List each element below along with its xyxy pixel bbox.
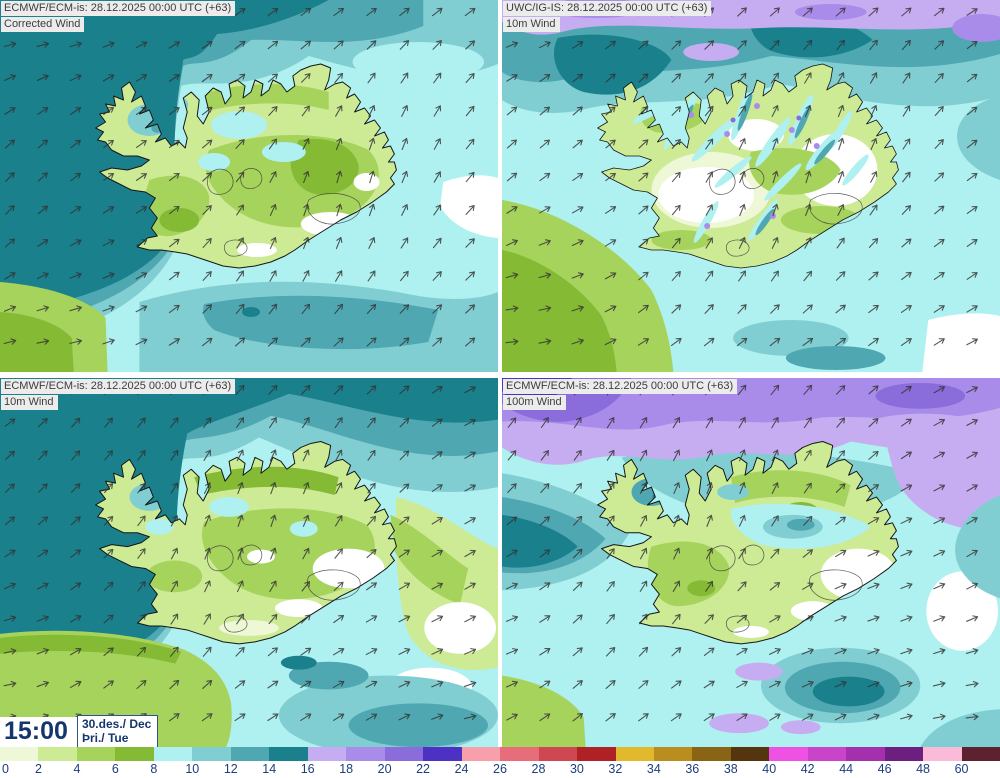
- colorbar-tick: 30: [569, 762, 584, 776]
- coastline: [95, 63, 397, 269]
- colorbar-segment: [846, 747, 885, 763]
- colorbar-tick: 26: [493, 762, 507, 776]
- colorbar-segment: [923, 747, 962, 763]
- wind-map-ecmwf-corrected: [0, 0, 498, 372]
- colorbar-segment: [961, 747, 1000, 763]
- colorbar-tick: 38: [723, 762, 738, 776]
- coastline: [597, 63, 899, 269]
- colorbar-segment: [115, 747, 154, 763]
- colorbar-segment: [384, 747, 424, 763]
- colorbar-tick: 8: [150, 762, 158, 776]
- coastline: [597, 440, 899, 645]
- colorbar-tick: 40: [762, 762, 777, 776]
- wind-map-ecmwf-10m: [0, 378, 498, 747]
- colorbar-segment: [269, 747, 308, 763]
- panel-variable-label: 100m Wind: [503, 395, 566, 410]
- colorbar-segment: [653, 747, 693, 763]
- wind-map-uwc: [502, 0, 1000, 372]
- colorbar-segment: [0, 747, 39, 763]
- colorbar-tick: 32: [608, 762, 623, 776]
- panel-labels: ECMWF/ECM-is: 28.12.2025 00:00 UTC (+63)…: [1, 379, 236, 411]
- wind-map-ecmwf-100m: [502, 378, 1000, 747]
- timestep-box: 15:00 30.des./ Dec Þri./ Tue: [0, 715, 159, 748]
- colorbar-tick: 20: [377, 762, 392, 776]
- colorbar-tick: 60: [954, 762, 969, 776]
- panel-variable-label: 10m Wind: [1, 395, 58, 410]
- wind-arrows-layer: [505, 7, 978, 347]
- coastline: [95, 440, 397, 645]
- panel-labels: ECMWF/ECM-is: 28.12.2025 00:00 UTC (+63)…: [1, 1, 236, 33]
- timestep-date-line: 30.des./ Dec: [81, 717, 152, 731]
- timestep-day-line: Þri./ Tue: [81, 731, 129, 745]
- colorbar-segment: [153, 747, 193, 763]
- colorbar-segment: [461, 747, 501, 763]
- panel-model-label: ECMWF/ECM-is: 28.12.2025 00:00 UTC (+63): [1, 1, 236, 16]
- colorbar-segment: [577, 747, 616, 763]
- land-layer: [95, 64, 397, 268]
- colorbar-segment: [346, 747, 385, 763]
- colorbar-tick: 48: [916, 762, 931, 776]
- colorbar-tick: 16: [300, 762, 315, 776]
- colorbar-segment: [769, 747, 808, 763]
- colorbar-tick: 14: [262, 762, 277, 776]
- colorbar-tick: 18: [339, 762, 354, 776]
- timestep-hour: 15:00: [0, 717, 77, 748]
- colorbar-segment: [307, 747, 347, 763]
- colorbar-tick: 28: [531, 762, 546, 776]
- colorbar-segment: [76, 747, 116, 763]
- colorbar-tick: 44: [839, 762, 854, 776]
- glacier-contours: [709, 544, 863, 633]
- panel-uwc-10m-wind: UWC/IG-IS: 28.12.2025 00:00 UTC (+63) 10…: [502, 0, 1000, 372]
- wind-arrows-layer: [3, 7, 476, 347]
- panel-ecmwf-corrected-wind: ECMWF/ECM-is: 28.12.2025 00:00 UTC (+63)…: [0, 0, 498, 372]
- panel-model-label: UWC/IG-IS: 28.12.2025 00:00 UTC (+63): [503, 1, 712, 16]
- colorbar-tick: 12: [223, 762, 238, 776]
- colorbar-segment: [500, 747, 539, 763]
- colorbar-segment: [230, 747, 270, 763]
- panel-variable-label: Corrected Wind: [1, 17, 85, 32]
- colorbar-tick: 46: [877, 762, 892, 776]
- colorbar-tick: 10: [185, 762, 200, 776]
- colorbar-segment: [538, 747, 578, 763]
- colorbar-tick: 6: [111, 762, 119, 776]
- colorbar-tick-labels: 0 2 4 6 8 10 12 14 16 18 20 22 24 26 28 30 32 34 36 38 40 42 4…: [0, 761, 1000, 778]
- colorbar-segment: [38, 747, 77, 763]
- wind-speed-colorbar: [0, 747, 1000, 763]
- colorbar-tick: 22: [416, 762, 431, 776]
- colorbar-tick: 4: [73, 762, 81, 776]
- colorbar-tick: 24: [454, 762, 469, 776]
- colorbar-segment: [192, 747, 231, 763]
- panel-ecmwf-100m-wind: ECMWF/ECM-is: 28.12.2025 00:00 UTC (+63)…: [502, 378, 1000, 747]
- land-layer: [95, 441, 397, 644]
- colorbar-tick: 42: [800, 762, 815, 776]
- timestep-date: 30.des./ Dec Þri./ Tue: [76, 715, 159, 748]
- panel-model-label: ECMWF/ECM-is: 28.12.2025 00:00 UTC (+63): [503, 379, 738, 394]
- panel-model-label: ECMWF/ECM-is: 28.12.2025 00:00 UTC (+63): [1, 379, 236, 394]
- colorbar-tick: 2: [34, 762, 42, 776]
- land-layer: [597, 64, 899, 268]
- colorbar-tick: 36: [685, 762, 700, 776]
- colorbar-tick: 0: [2, 762, 9, 776]
- panel-labels: UWC/IG-IS: 28.12.2025 00:00 UTC (+63) 10…: [503, 1, 712, 33]
- colorbar-segment: [807, 747, 847, 763]
- colorbar-tick: 34: [646, 762, 661, 776]
- colorbar-segment: [615, 747, 654, 763]
- colorbar-segment: [730, 747, 770, 763]
- colorbar-segment: [692, 747, 731, 763]
- panel-labels: ECMWF/ECM-is: 28.12.2025 00:00 UTC (+63)…: [503, 379, 738, 411]
- panel-variable-label: 10m Wind: [503, 17, 560, 32]
- wind-arrows-layer: [505, 384, 979, 722]
- colorbar-segment: [884, 747, 924, 763]
- glacier-contours: [709, 168, 863, 257]
- panel-ecmwf-10m-wind: ECMWF/ECM-is: 28.12.2025 00:00 UTC (+63)…: [0, 378, 498, 747]
- glacier-contours: [207, 544, 361, 633]
- colorbar-segment: [423, 747, 462, 763]
